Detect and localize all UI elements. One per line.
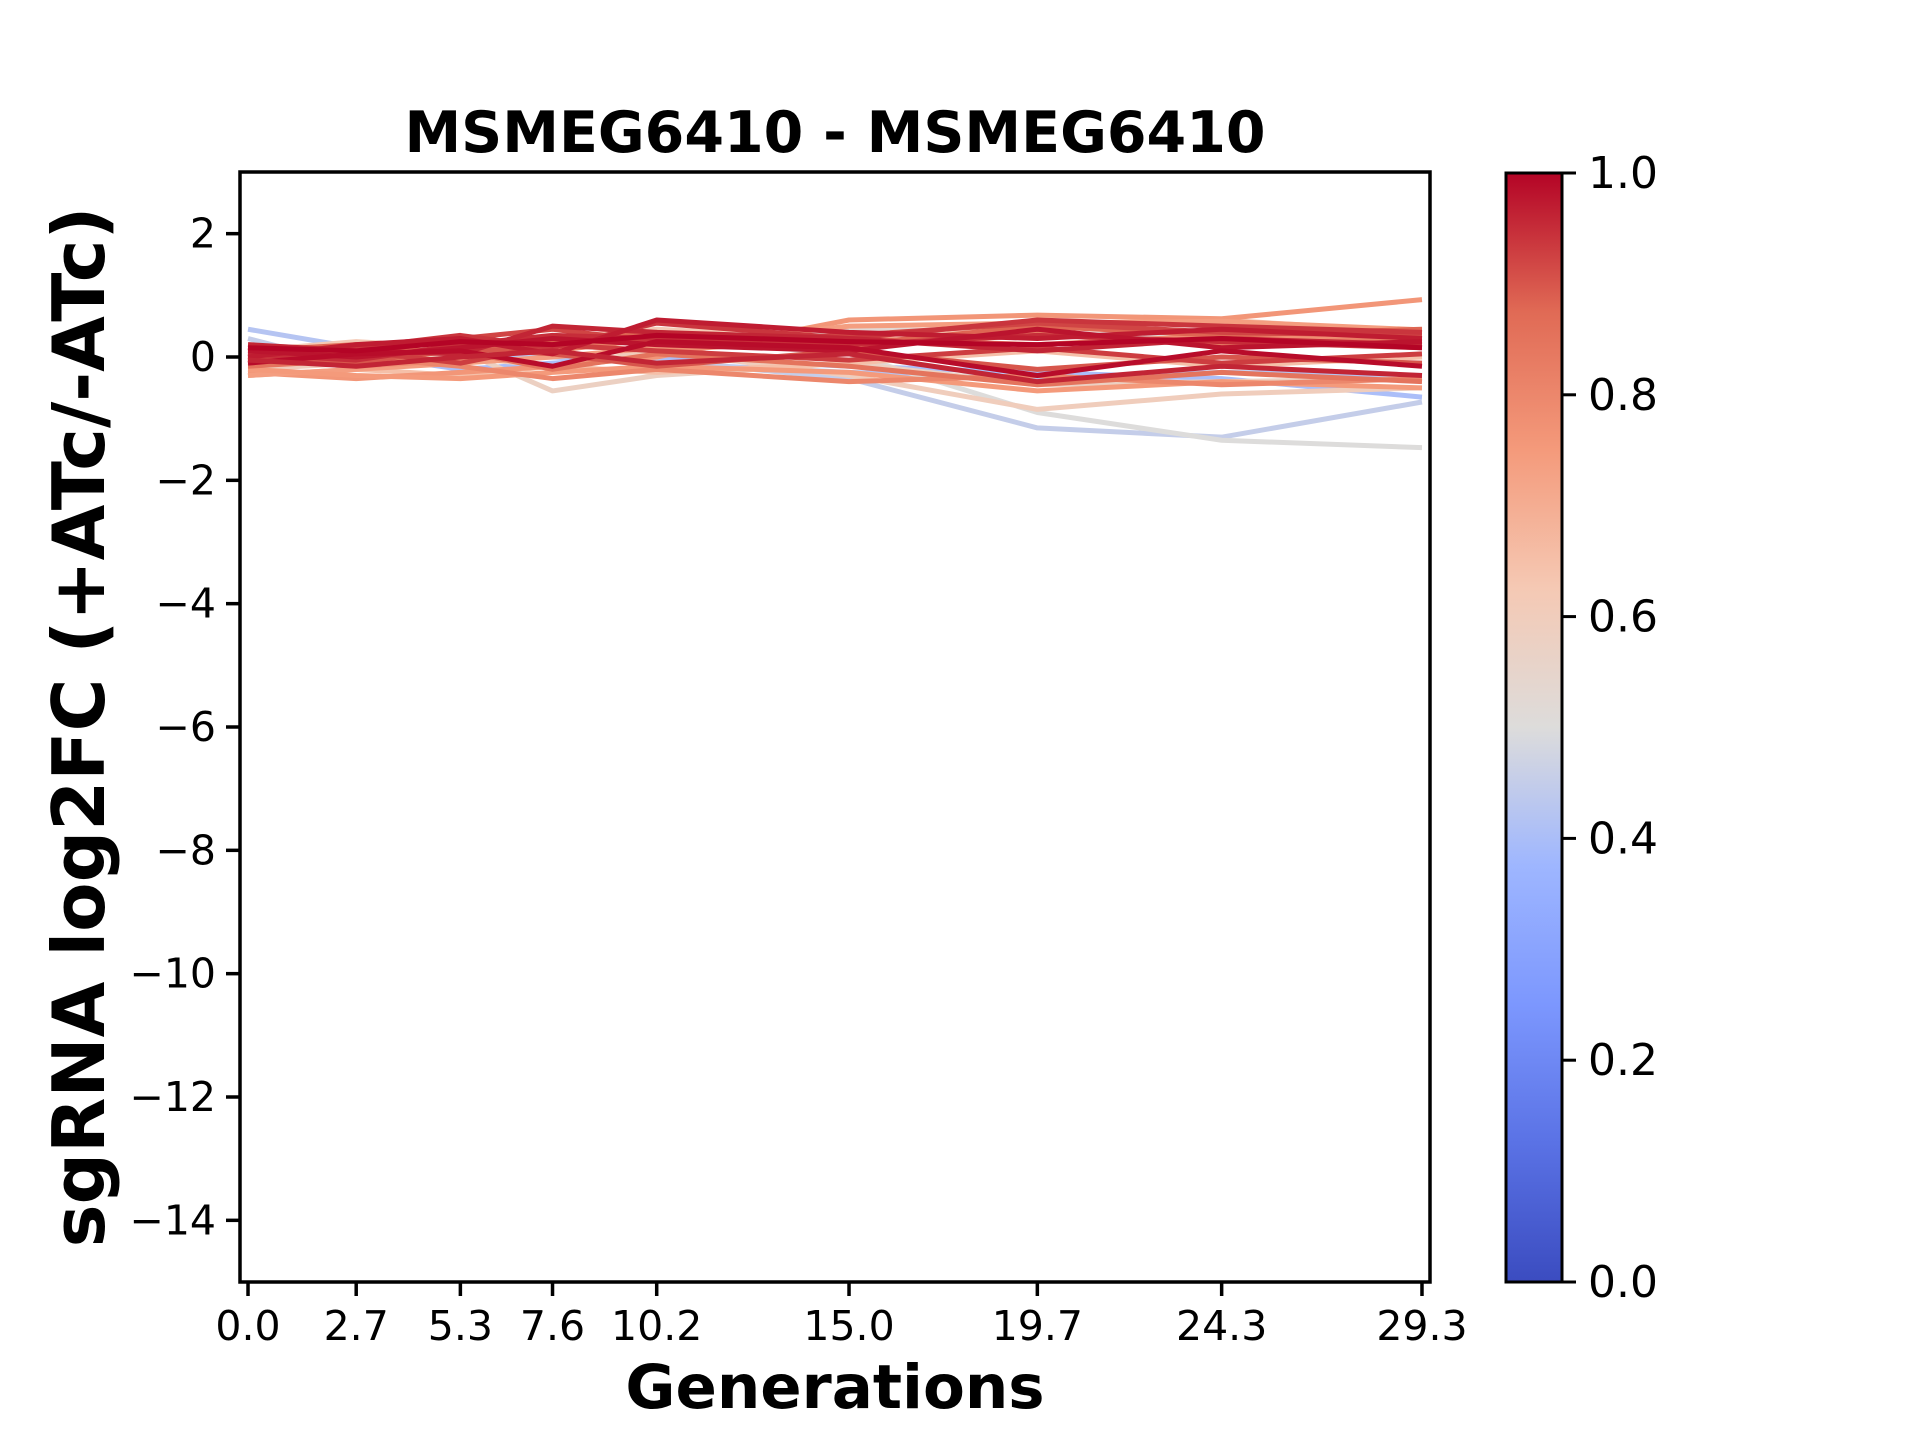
colorbar-tick-label: 0.8 [1588, 370, 1658, 421]
y-tick-label: −8 [156, 826, 216, 874]
colorbar-tick-label: 0.0 [1588, 1257, 1658, 1308]
x-tick-label: 24.3 [1176, 1302, 1267, 1350]
x-tick-label: 19.7 [992, 1302, 1083, 1350]
colorbar-ticks: 0.0 0.2 0.4 0.6 0.8 1.0 [1562, 148, 1658, 1308]
y-tick-label: 2 [190, 210, 216, 258]
y-tick-label: −4 [156, 580, 216, 628]
y-tick-label: −6 [156, 703, 216, 751]
colorbar-tick-label: 0.2 [1588, 1035, 1658, 1086]
x-tick-label: 10.2 [611, 1302, 702, 1350]
sgrna-line [247, 332, 1423, 354]
x-tick-label: 7.6 [520, 1302, 585, 1350]
y-tick-label: −14 [129, 1196, 216, 1244]
x-axis-label: Generations [625, 1352, 1044, 1423]
x-tick-label: 29.3 [1376, 1302, 1467, 1350]
sgrna-line [247, 339, 1423, 378]
y-tick-label: 0 [190, 333, 216, 381]
colorbar [1504, 171, 1564, 1284]
sgrna-line [247, 317, 1423, 360]
y-axis-label: sgRNA log2FC (+ATc/-ATc) [37, 207, 121, 1248]
colorbar-tick-label: 1.0 [1588, 148, 1658, 199]
colorbar-tick-label: 0.4 [1588, 813, 1658, 864]
x-tick-label: 0.0 [215, 1302, 280, 1350]
y-tick-label: −2 [156, 456, 216, 504]
colorbar-tick-label: 0.6 [1588, 592, 1658, 643]
series-lines [247, 297, 1423, 451]
x-tick-label: 2.7 [324, 1302, 389, 1350]
y-tick-label: −12 [129, 1073, 216, 1121]
y-tick-label: −10 [129, 950, 216, 998]
chart-title: MSMEG6410 - MSMEG6410 [404, 100, 1265, 166]
x-tick-label: 15.0 [803, 1302, 894, 1350]
y-axis-ticks: 2 0 −2 −4 −6 −8 −10 −12 −14 [129, 210, 240, 1244]
x-axis-ticks: 0.0 2.7 5.3 7.6 10.2 15.0 19.7 24.3 29.3 [215, 1282, 1468, 1350]
sgrna-line [247, 348, 1423, 385]
x-tick-label: 5.3 [428, 1302, 493, 1350]
